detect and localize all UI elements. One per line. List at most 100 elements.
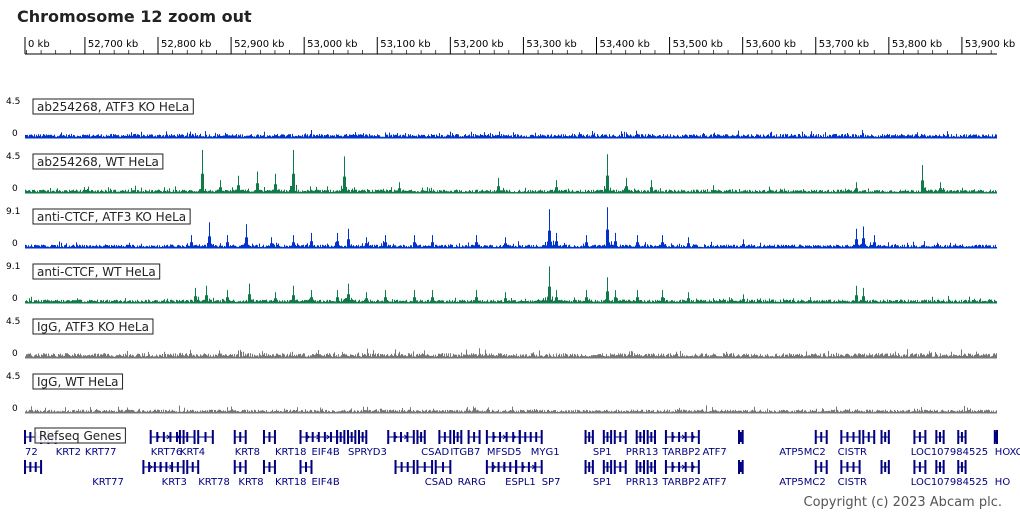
gene-label: CISTR	[838, 447, 867, 458]
gene-exon	[233, 460, 236, 474]
gene-exon	[820, 462, 823, 472]
gene-exon	[924, 460, 927, 474]
ruler-tick-label: 52,900 kb	[234, 39, 284, 50]
ruler-tick-label: 53,400 kb	[600, 39, 650, 50]
gene-exon	[646, 430, 649, 444]
track-ymin-label: 0	[12, 239, 18, 249]
gene-strand-arrow	[531, 464, 536, 470]
track-ymax-label: 9.1	[6, 262, 20, 272]
gene-label: HOXC	[995, 447, 1020, 458]
copyright-notice: Copyright (c) 2023 Abcam plc.	[803, 495, 1003, 510]
ruler-tick-label: 53,500 kb	[673, 39, 723, 50]
gene-exon	[635, 430, 638, 444]
gene-exon	[473, 432, 476, 442]
gene-exon	[935, 430, 938, 444]
gene-exon	[524, 432, 527, 442]
gene-exon	[169, 432, 172, 442]
gene-exon	[840, 460, 843, 474]
gene-exon	[497, 462, 500, 472]
gene-exon	[942, 430, 945, 444]
gene-exon	[653, 430, 656, 444]
gene-strand-arrow	[159, 464, 164, 470]
gene-exon	[867, 432, 870, 442]
gene-exon	[588, 462, 591, 472]
ruler-tick-label: 52,700 kb	[88, 39, 138, 50]
gene-exon	[456, 432, 459, 442]
gene-strand-arrow	[492, 434, 497, 440]
gene-exon	[957, 430, 960, 444]
gene-exon	[924, 430, 927, 444]
gene-exon	[814, 430, 817, 444]
gene-exon	[305, 432, 308, 442]
gene-exon	[34, 462, 37, 472]
gene-exon	[406, 462, 409, 472]
track-label: ab254268, WT HeLa	[37, 155, 159, 169]
gene-exon	[273, 460, 276, 474]
gene-exon	[310, 460, 313, 474]
ruler-tick-label: 0 kb	[28, 39, 50, 50]
gene-exon	[394, 460, 397, 474]
gene-exon	[671, 432, 674, 442]
gene-strand-arrow	[521, 464, 526, 470]
track-label-box[interactable]	[32, 98, 194, 115]
gene-strand-arrow	[156, 434, 161, 440]
gene-exon	[846, 462, 849, 472]
gene-exon	[339, 432, 342, 442]
gene-exon	[460, 430, 463, 444]
track-label: anti-CTCF, WT HeLa	[37, 265, 156, 279]
gene-label: KRT77	[92, 477, 124, 488]
gene-strand-arrow	[166, 434, 171, 440]
gene-exon	[503, 462, 506, 472]
gene-exon	[664, 430, 667, 444]
gene-strand-arrow	[403, 434, 408, 440]
track-ymax-label: 4.5	[6, 317, 20, 327]
gene-strand-arrow	[492, 464, 497, 470]
gene-strand-arrow	[316, 434, 321, 440]
gene-exon	[268, 462, 271, 472]
gene-exon	[305, 462, 308, 472]
gene-exon	[918, 462, 921, 472]
gene-strand-arrow	[306, 434, 311, 440]
gene-exon	[613, 460, 616, 474]
track-label-box[interactable]	[32, 373, 124, 390]
gene-label: HO	[995, 477, 1011, 488]
gene-exon	[996, 430, 998, 444]
gene-exon	[492, 432, 495, 442]
track-signal-bars	[25, 150, 997, 193]
gene-exon	[416, 430, 419, 444]
gene-label: TARBP2	[661, 477, 700, 488]
gene-exon	[336, 430, 339, 444]
track-label-box[interactable]	[32, 318, 154, 335]
gene-exon	[739, 432, 742, 442]
track-label-box[interactable]	[32, 153, 164, 170]
gene-exon	[311, 432, 314, 442]
track-label: IgG, ATF3 KO HeLa	[37, 320, 149, 334]
gene-exon	[162, 432, 165, 442]
gene-exon	[862, 430, 865, 444]
gene-exon	[741, 460, 744, 474]
gene-label: KRT78	[198, 477, 230, 488]
gene-exon	[918, 432, 921, 442]
gene-exon	[159, 462, 162, 472]
gene-exon	[913, 430, 916, 444]
gene-exon	[643, 430, 646, 444]
track-ymax-label: 9.1	[6, 207, 20, 217]
gene-exon	[515, 460, 518, 474]
track-label-box[interactable]	[32, 263, 161, 280]
gene-exon	[602, 430, 605, 444]
gene-exon	[193, 430, 196, 444]
track-ymin-label: 0	[12, 294, 18, 304]
gene-exon	[697, 460, 700, 474]
gene-exon	[299, 430, 302, 444]
gene-exon	[323, 432, 326, 442]
track-label-box[interactable]	[32, 208, 191, 225]
ruler-tick-label: 52,800 kb	[161, 39, 211, 50]
gene-exon	[165, 462, 168, 472]
track-label: ab254268, ATF3 KO HeLa	[37, 100, 189, 114]
gene-exon	[540, 430, 543, 444]
gene-exon	[491, 462, 494, 472]
genes-track-label-box[interactable]	[34, 427, 126, 444]
gene-exon	[416, 460, 419, 474]
gene-exon	[239, 432, 242, 442]
